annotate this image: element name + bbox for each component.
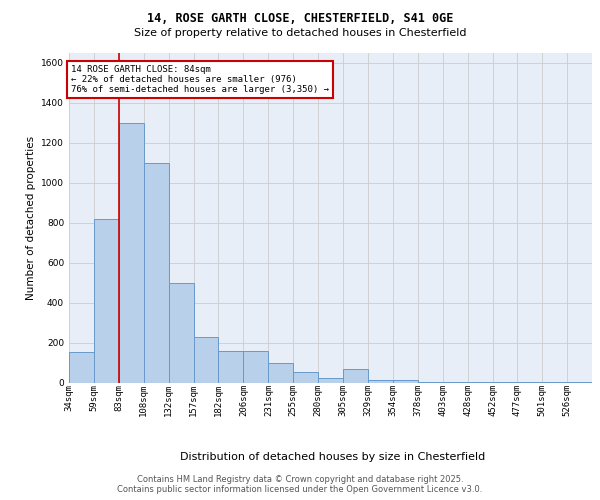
Bar xyxy=(69,352,94,382)
Bar xyxy=(268,362,293,382)
Text: Contains HM Land Registry data © Crown copyright and database right 2025.
Contai: Contains HM Land Registry data © Crown c… xyxy=(118,474,482,494)
Bar xyxy=(343,368,368,382)
Text: Size of property relative to detached houses in Chesterfield: Size of property relative to detached ho… xyxy=(134,28,466,38)
Text: 14, ROSE GARTH CLOSE, CHESTERFIELD, S41 0GE: 14, ROSE GARTH CLOSE, CHESTERFIELD, S41 … xyxy=(147,12,453,26)
Bar xyxy=(144,162,169,382)
Bar xyxy=(119,122,144,382)
Bar xyxy=(318,378,343,382)
Text: 14 ROSE GARTH CLOSE: 84sqm
← 22% of detached houses are smaller (976)
76% of sem: 14 ROSE GARTH CLOSE: 84sqm ← 22% of deta… xyxy=(71,64,329,94)
Bar xyxy=(194,336,218,382)
Bar xyxy=(218,350,244,382)
Bar xyxy=(169,282,194,382)
Bar xyxy=(368,380,393,382)
Bar xyxy=(244,350,268,382)
Bar xyxy=(94,218,119,382)
Y-axis label: Number of detached properties: Number of detached properties xyxy=(26,136,35,300)
Bar xyxy=(293,372,318,382)
Bar xyxy=(393,380,418,382)
Text: Distribution of detached houses by size in Chesterfield: Distribution of detached houses by size … xyxy=(181,452,485,462)
